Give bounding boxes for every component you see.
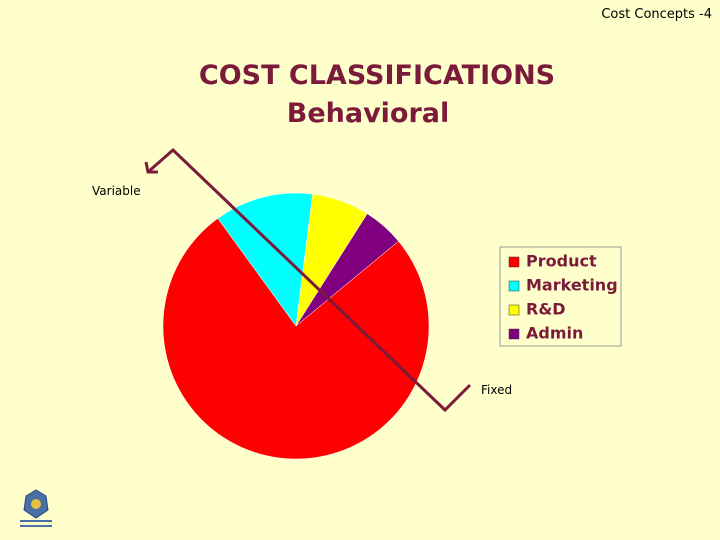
legend: Product Marketing R&D Admin: [508, 252, 618, 343]
legend-swatch: [508, 256, 520, 268]
chart-title: COST CLASSIFICATIONS: [199, 60, 555, 91]
legend-swatch: [508, 280, 520, 292]
header: Cost Concepts -4: [601, 7, 712, 22]
legend-label: Admin: [526, 324, 583, 343]
legend-label: R&D: [526, 300, 566, 319]
legend-box: [499, 246, 622, 347]
chart-subtitle: Behavioral: [287, 98, 450, 129]
pie-slice: [295, 213, 399, 327]
legend-swatch: [508, 304, 520, 316]
legend-swatch: [508, 328, 520, 340]
annotation: Fixed: [481, 383, 512, 397]
annotation: Variable: [92, 184, 141, 198]
legend-label: Marketing: [526, 276, 618, 295]
legend-label: Product: [526, 252, 597, 271]
arrow: [144, 147, 472, 413]
pie-slice: [162, 218, 430, 460]
pie: [162, 192, 430, 460]
logo: [20, 489, 52, 527]
pie-slice: [217, 192, 313, 327]
